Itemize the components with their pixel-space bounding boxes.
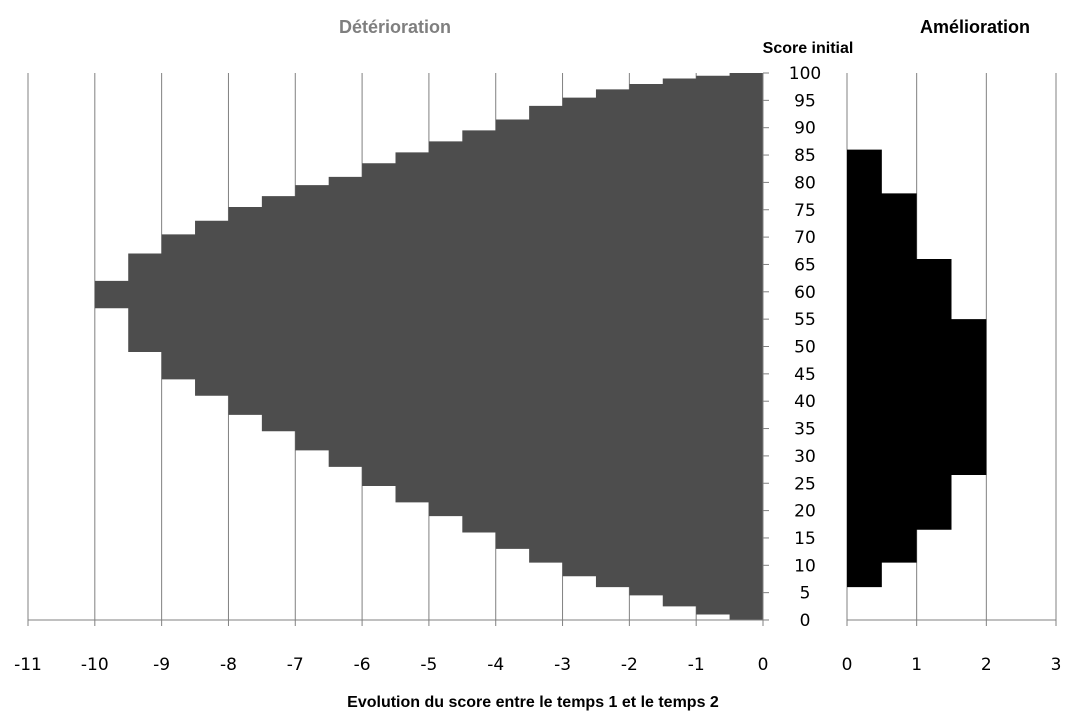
y-tick-label: 35 — [794, 420, 816, 440]
deterioration-bar — [262, 196, 763, 207]
x-tick-label: -11 — [14, 655, 42, 675]
deterioration-bar — [195, 221, 763, 235]
deterioration-bar — [496, 532, 763, 548]
x-tick-label: -1 — [688, 655, 705, 675]
y-tick-label: 30 — [794, 447, 816, 467]
amelioration-bar — [847, 259, 952, 319]
deterioration-bar — [162, 352, 763, 379]
x-tick-label: -5 — [420, 655, 437, 675]
amelioration-bar — [847, 150, 882, 194]
y-tick-label: 45 — [794, 365, 816, 385]
deterioration-bar — [95, 281, 763, 308]
x-tick-label: 3 — [1051, 655, 1062, 675]
chart-axes — [27, 72, 1057, 626]
y-tick-label: 25 — [794, 474, 816, 494]
deterioration-bar — [362, 467, 763, 486]
x-tick-label: -9 — [153, 655, 170, 675]
deterioration-bar — [396, 152, 764, 163]
y-tick-label: 60 — [794, 283, 816, 303]
x-axis-title: Evolution du score entre le temps 1 et l… — [347, 694, 719, 711]
amelioration-x-tick-labels: 0 1 2 3 — [842, 655, 1062, 675]
y-tick-label: 55 — [794, 310, 816, 330]
deterioration-bar — [262, 415, 763, 431]
amelioration-bar — [847, 319, 986, 475]
deterioration-bar — [195, 379, 763, 395]
deterioration-bar — [295, 431, 763, 450]
y-tick-label: 70 — [794, 228, 816, 248]
deterioration-bar — [563, 98, 763, 106]
deterioration-bar — [730, 73, 763, 76]
deterioration-bar — [362, 163, 763, 177]
deterioration-bar — [663, 595, 763, 606]
y-tick-label: 5 — [800, 584, 811, 604]
x-tick-label: -7 — [287, 655, 304, 675]
deterioration-bar — [696, 76, 763, 79]
deterioration-bar — [529, 106, 763, 120]
y-tick-labels: 0 5 10 15 20 25 30 35 40 45 50 55 60 65 70 75 80 85 90 95 10… — [789, 64, 821, 631]
deterioration-bar — [396, 486, 764, 502]
y-tick-label: 15 — [794, 529, 816, 549]
y-axis-title: Score initial — [763, 40, 854, 57]
deterioration-bars — [94, 73, 764, 620]
deterioration-x-tick-labels: -11 -10 -9 -8 -7 -6 -5 -4 -3 -2 -1 0 — [14, 655, 768, 675]
y-tick-label: 85 — [794, 146, 816, 166]
amelioration-bar — [847, 475, 952, 530]
x-tick-label: -3 — [554, 655, 571, 675]
y-tick-label: 50 — [794, 338, 816, 358]
amelioration-bar-steps — [847, 150, 986, 588]
x-tick-label: 0 — [758, 655, 769, 675]
x-tick-label: 0 — [842, 655, 853, 675]
x-tick-label: 2 — [981, 655, 992, 675]
y-tick-label: 0 — [800, 611, 811, 631]
deterioration-bar — [462, 130, 763, 141]
deterioration-bar — [429, 141, 763, 152]
y-tick-label: 65 — [794, 255, 816, 275]
deterioration-bar — [730, 615, 763, 620]
deterioration-bar — [696, 606, 763, 614]
amelioration-bars — [847, 149, 987, 588]
deterioration-bar — [596, 89, 763, 97]
y-tick-label: 90 — [794, 119, 816, 139]
deterioration-bar — [462, 516, 763, 532]
y-tick-label: 80 — [794, 173, 816, 193]
x-tick-label: -4 — [487, 655, 504, 675]
deterioration-bar — [228, 396, 763, 415]
deterioration-bar — [329, 177, 763, 185]
y-tick-label: 75 — [794, 201, 816, 221]
deterioration-bar — [429, 502, 763, 516]
x-tick-label: 1 — [911, 655, 922, 675]
deterioration-bar — [496, 119, 763, 130]
deterioration-bar — [228, 207, 763, 221]
y-tick-label: 10 — [794, 556, 816, 576]
x-tick-label: -2 — [621, 655, 638, 675]
amelioration-title: Amélioration — [920, 17, 1030, 37]
deterioration-bar — [128, 254, 763, 281]
deterioration-bar — [162, 234, 763, 253]
x-tick-label: -8 — [220, 655, 237, 675]
amelioration-bar — [847, 530, 917, 563]
amelioration-bar — [847, 193, 917, 259]
deterioration-bar — [596, 576, 763, 587]
deterioration-bar — [629, 587, 763, 595]
y-tick-label: 20 — [794, 502, 816, 522]
y-tick-label: 40 — [794, 392, 816, 412]
deterioration-bar — [529, 549, 763, 563]
deterioration-bar — [128, 308, 763, 352]
deterioration-bar — [329, 450, 763, 466]
deterioration-title: Détérioration — [339, 17, 451, 37]
deterioration-bar — [563, 563, 763, 577]
y-tick-label: 100 — [789, 64, 821, 84]
x-tick-label: -6 — [354, 655, 371, 675]
x-tick-label: -10 — [81, 655, 109, 675]
deterioration-bar — [663, 78, 763, 83]
y-tick-label: 95 — [794, 91, 816, 111]
amelioration-bar — [847, 563, 882, 588]
deterioration-bar — [629, 84, 763, 89]
deterioration-bar — [295, 185, 763, 196]
